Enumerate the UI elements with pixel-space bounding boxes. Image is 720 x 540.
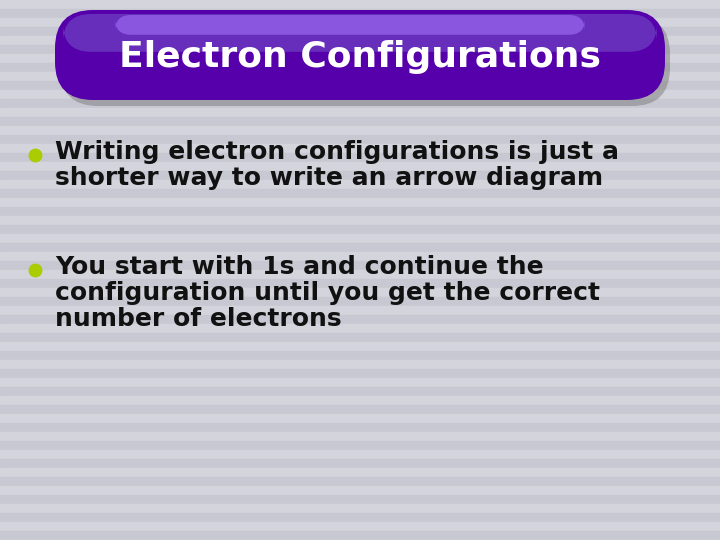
Bar xyxy=(0,486,720,495)
Bar xyxy=(0,513,720,522)
Bar xyxy=(0,207,720,216)
Bar xyxy=(0,396,720,405)
Bar xyxy=(0,504,720,513)
Text: You start with 1s and continue the: You start with 1s and continue the xyxy=(55,255,544,279)
Bar xyxy=(0,27,720,36)
Bar xyxy=(0,9,720,18)
Bar xyxy=(0,432,720,441)
Bar xyxy=(0,216,720,225)
Bar xyxy=(0,324,720,333)
Bar xyxy=(0,99,720,108)
Bar xyxy=(0,225,720,234)
Bar xyxy=(0,171,720,180)
Bar xyxy=(0,108,720,117)
Text: configuration until you get the correct: configuration until you get the correct xyxy=(55,281,600,305)
Bar xyxy=(0,387,720,396)
Bar xyxy=(0,54,720,63)
Text: number of electrons: number of electrons xyxy=(55,307,341,331)
Bar xyxy=(0,315,720,324)
Text: Electron Configurations: Electron Configurations xyxy=(119,40,601,74)
Bar xyxy=(0,279,720,288)
Bar xyxy=(0,495,720,504)
Bar xyxy=(0,369,720,378)
Bar xyxy=(0,423,720,432)
Bar xyxy=(0,288,720,297)
Bar xyxy=(0,342,720,351)
Bar xyxy=(0,450,720,459)
Bar xyxy=(0,378,720,387)
Bar xyxy=(0,0,720,9)
Bar xyxy=(0,468,720,477)
Bar xyxy=(0,306,720,315)
Bar xyxy=(0,18,720,27)
Bar xyxy=(0,162,720,171)
Bar xyxy=(0,45,720,54)
Bar xyxy=(0,531,720,540)
FancyBboxPatch shape xyxy=(60,16,670,106)
Bar xyxy=(0,135,720,144)
Bar xyxy=(0,180,720,189)
Bar xyxy=(0,261,720,270)
Bar xyxy=(0,351,720,360)
Bar xyxy=(0,234,720,243)
Bar xyxy=(0,198,720,207)
Bar xyxy=(0,117,720,126)
Bar xyxy=(0,72,720,81)
Bar xyxy=(0,153,720,162)
Bar xyxy=(0,405,720,414)
FancyBboxPatch shape xyxy=(115,15,585,35)
Bar xyxy=(0,270,720,279)
Bar xyxy=(0,477,720,486)
Bar xyxy=(0,81,720,90)
Bar xyxy=(0,333,720,342)
Bar xyxy=(0,252,720,261)
Bar xyxy=(0,144,720,153)
Bar xyxy=(0,297,720,306)
Bar xyxy=(0,63,720,72)
Bar xyxy=(0,360,720,369)
Bar xyxy=(0,243,720,252)
Bar xyxy=(0,441,720,450)
Text: Writing electron configurations is just a: Writing electron configurations is just … xyxy=(55,140,619,164)
Bar xyxy=(0,90,720,99)
FancyBboxPatch shape xyxy=(63,14,657,52)
FancyBboxPatch shape xyxy=(55,10,665,100)
Bar xyxy=(0,459,720,468)
Text: shorter way to write an arrow diagram: shorter way to write an arrow diagram xyxy=(55,166,603,190)
Bar xyxy=(0,522,720,531)
Bar xyxy=(0,36,720,45)
Bar xyxy=(0,189,720,198)
Bar xyxy=(0,126,720,135)
Bar xyxy=(0,414,720,423)
